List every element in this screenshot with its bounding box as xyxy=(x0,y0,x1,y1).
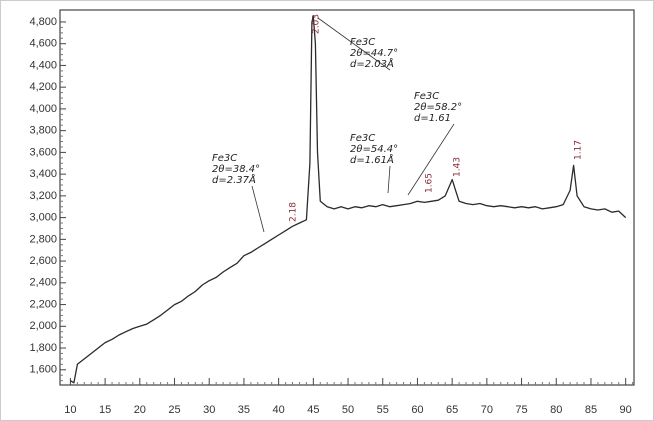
peak-label: 2.03 xyxy=(312,14,322,34)
chart: 1,600 1,800 2,000 2,200 2,400 2,600 2,800 3,000… xyxy=(0,0,654,421)
x-tick-label: 25 xyxy=(168,404,180,416)
peak-label: 1.43 xyxy=(453,157,463,177)
annotation-text: d=1.61 xyxy=(414,113,451,124)
y-tick-label: 2,600 xyxy=(29,255,57,267)
x-tick-label: 60 xyxy=(411,404,423,416)
y-tick-label: 4,000 xyxy=(29,103,57,115)
y-tick-label: 3,600 xyxy=(29,146,57,158)
annotation-text: d=2.37Å xyxy=(212,173,256,186)
y-tick-label: 3,800 xyxy=(29,125,57,137)
x-tick-label: 90 xyxy=(620,404,632,416)
y-tick-label: 1,800 xyxy=(29,342,57,354)
y-tick-label: 2,800 xyxy=(29,233,57,245)
y-tick-label: 2,200 xyxy=(29,298,57,310)
x-tick-label: 30 xyxy=(203,404,215,416)
annotation-text: d=1.61Å xyxy=(350,153,394,166)
annotation-text: Fe3C xyxy=(350,37,375,48)
x-tick-label: 15 xyxy=(99,404,111,416)
y-tick-label: 4,800 xyxy=(29,16,57,28)
y-tick-label: 4,400 xyxy=(29,59,57,71)
annotation-text: 2θ=54.4° xyxy=(350,144,398,155)
x-tick-label: 40 xyxy=(273,404,285,416)
x-tick-label: 70 xyxy=(481,404,493,416)
y-tick-label: 3,200 xyxy=(29,190,57,202)
y-tick-label: 2,400 xyxy=(29,277,57,289)
y-tick-label: 4,600 xyxy=(29,38,57,50)
peak-label: 1.17 xyxy=(574,140,584,160)
y-tick-label: 3,000 xyxy=(29,212,57,224)
x-tick-label: 85 xyxy=(585,404,597,416)
y-tick-label: 3,400 xyxy=(29,168,57,180)
x-tick-label: 65 xyxy=(446,404,458,416)
x-tick-label: 45 xyxy=(307,404,319,416)
annotation-text: Fe3C xyxy=(350,133,375,144)
annotation-text: Fe3C xyxy=(414,91,439,102)
annotation-text: 2θ=58.2° xyxy=(414,102,462,113)
y-tick-label: 1,600 xyxy=(29,364,57,376)
annotation-text: Fe3C xyxy=(212,153,237,164)
x-tick-label: 50 xyxy=(342,404,354,416)
annotation-text: 2θ=44.7° xyxy=(350,48,398,59)
image-border xyxy=(1,1,654,421)
x-tick-label: 35 xyxy=(238,404,250,416)
x-tick-label: 10 xyxy=(64,404,76,416)
x-tick-label: 20 xyxy=(134,404,146,416)
peak-label: 1.65 xyxy=(425,173,435,193)
x-tick-label: 75 xyxy=(515,404,527,416)
y-tick-label: 4,200 xyxy=(29,81,57,93)
peak-label: 2.18 xyxy=(289,202,299,222)
y-tick-label: 2,000 xyxy=(29,320,57,332)
annotation-text: 2θ=38.4° xyxy=(212,164,260,175)
x-tick-label: 55 xyxy=(377,404,389,416)
x-tick-label: 80 xyxy=(550,404,562,416)
